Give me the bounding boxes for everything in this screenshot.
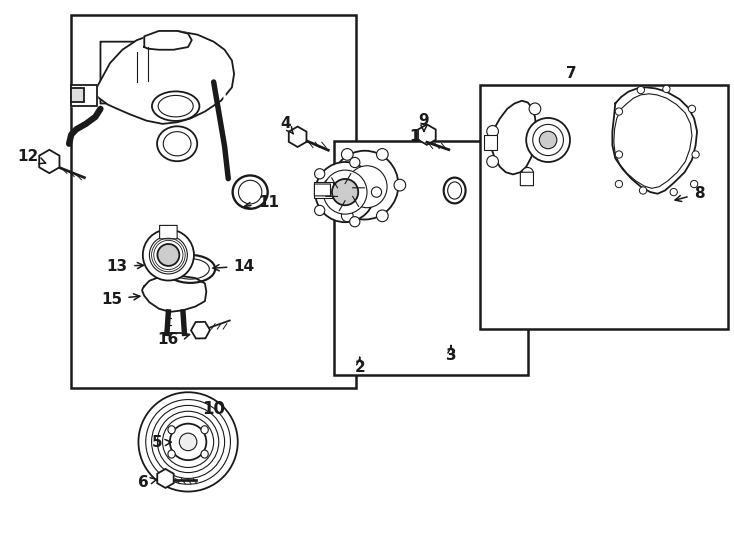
Ellipse shape <box>158 96 193 117</box>
Circle shape <box>615 180 622 188</box>
Ellipse shape <box>315 162 375 222</box>
Bar <box>314 182 333 198</box>
Circle shape <box>143 230 194 280</box>
Ellipse shape <box>239 180 262 204</box>
Ellipse shape <box>152 91 200 121</box>
Ellipse shape <box>168 450 175 458</box>
Ellipse shape <box>168 426 175 434</box>
Text: 9: 9 <box>418 113 429 132</box>
Circle shape <box>315 168 325 179</box>
Circle shape <box>341 148 353 160</box>
Circle shape <box>315 205 325 215</box>
Polygon shape <box>145 31 192 50</box>
Circle shape <box>170 424 206 460</box>
Circle shape <box>349 217 360 227</box>
Bar <box>484 134 497 150</box>
Circle shape <box>615 108 622 115</box>
Circle shape <box>522 167 534 179</box>
Ellipse shape <box>323 170 367 214</box>
Circle shape <box>670 188 677 196</box>
Text: 12: 12 <box>17 148 46 164</box>
Circle shape <box>487 126 498 137</box>
Circle shape <box>146 400 230 484</box>
Circle shape <box>150 236 187 274</box>
Ellipse shape <box>347 166 387 208</box>
Text: 5: 5 <box>151 435 171 450</box>
Circle shape <box>639 187 647 194</box>
Ellipse shape <box>171 259 209 279</box>
Ellipse shape <box>233 176 268 209</box>
Circle shape <box>179 433 197 451</box>
Circle shape <box>324 179 335 191</box>
Circle shape <box>663 85 670 92</box>
Circle shape <box>377 148 388 160</box>
Bar <box>71 15 356 388</box>
Circle shape <box>692 151 700 158</box>
Text: 2: 2 <box>355 357 365 375</box>
Polygon shape <box>93 31 234 124</box>
Text: 14: 14 <box>213 259 255 274</box>
Polygon shape <box>71 85 97 106</box>
Circle shape <box>637 86 644 93</box>
Text: 7: 7 <box>566 66 577 81</box>
FancyBboxPatch shape <box>314 184 330 196</box>
Bar <box>480 85 728 329</box>
Circle shape <box>162 416 214 468</box>
Polygon shape <box>142 275 206 312</box>
Circle shape <box>139 392 238 491</box>
FancyBboxPatch shape <box>159 225 177 239</box>
Ellipse shape <box>201 426 208 434</box>
Circle shape <box>529 103 541 114</box>
Text: 4: 4 <box>280 117 294 134</box>
Text: 8: 8 <box>675 186 705 201</box>
Bar <box>334 141 528 375</box>
Text: 11: 11 <box>244 195 279 211</box>
Circle shape <box>377 210 388 221</box>
Ellipse shape <box>201 450 208 458</box>
Circle shape <box>394 179 406 191</box>
Circle shape <box>487 156 498 167</box>
Text: 15: 15 <box>101 292 139 307</box>
Text: 10: 10 <box>202 400 225 418</box>
Polygon shape <box>612 87 697 194</box>
Text: 16: 16 <box>158 332 189 347</box>
Ellipse shape <box>163 132 191 156</box>
Circle shape <box>688 105 696 112</box>
Circle shape <box>157 411 219 472</box>
Text: 1: 1 <box>410 129 420 144</box>
FancyBboxPatch shape <box>101 42 170 104</box>
Ellipse shape <box>443 178 465 204</box>
Circle shape <box>157 244 179 266</box>
Text: 6: 6 <box>138 475 157 490</box>
Circle shape <box>691 180 698 188</box>
Ellipse shape <box>448 182 462 199</box>
Circle shape <box>539 131 557 148</box>
Circle shape <box>152 406 225 478</box>
Bar <box>71 89 84 102</box>
Text: 13: 13 <box>106 259 143 274</box>
Ellipse shape <box>526 118 570 162</box>
Ellipse shape <box>533 124 564 156</box>
Circle shape <box>615 151 622 158</box>
Ellipse shape <box>157 126 197 161</box>
Ellipse shape <box>165 255 215 283</box>
Circle shape <box>371 187 382 197</box>
Circle shape <box>349 157 360 167</box>
Ellipse shape <box>331 151 399 219</box>
Circle shape <box>341 210 353 221</box>
FancyBboxPatch shape <box>520 172 534 186</box>
Circle shape <box>332 179 358 205</box>
Polygon shape <box>490 101 537 174</box>
Text: 3: 3 <box>446 346 457 363</box>
